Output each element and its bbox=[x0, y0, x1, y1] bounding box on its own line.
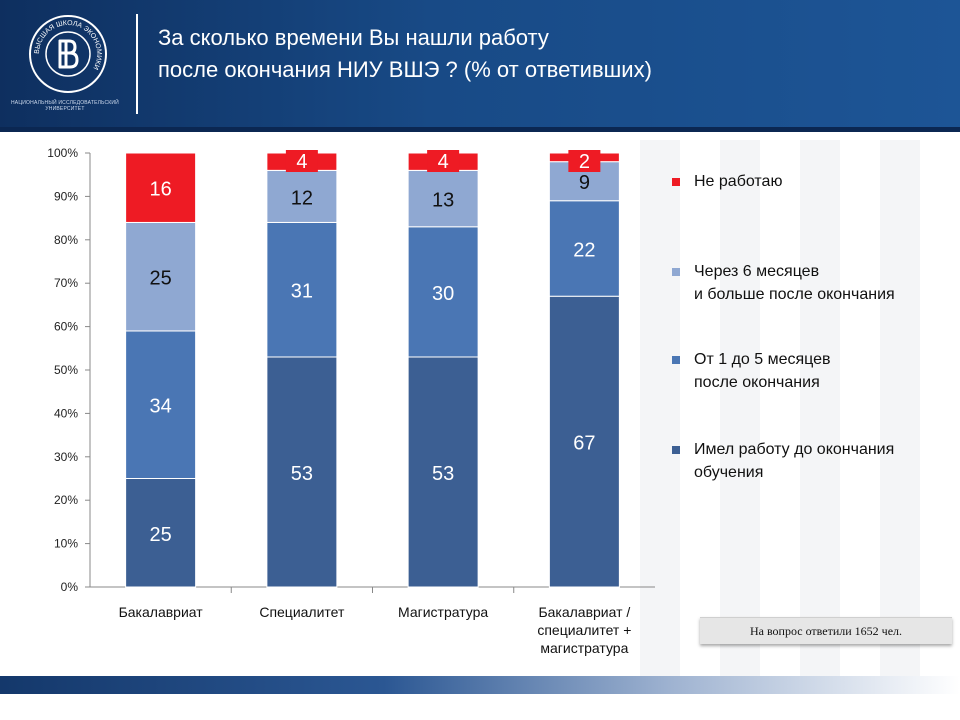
footer-bar bbox=[0, 676, 960, 694]
data-label: 67 bbox=[573, 433, 595, 455]
respondents-note: На вопрос ответили 1652 чел. bbox=[700, 617, 952, 644]
legend-label-line: обучения bbox=[694, 464, 764, 481]
header-bar bbox=[0, 0, 960, 127]
callout-box bbox=[285, 150, 318, 172]
callout-label: 2 bbox=[579, 151, 590, 173]
category-label: магистратура bbox=[540, 640, 628, 656]
bar-segment bbox=[125, 478, 197, 588]
data-label: 12 bbox=[291, 187, 313, 209]
category-label: Специалитет bbox=[259, 604, 345, 620]
background-watermark bbox=[640, 140, 960, 680]
title-line2: после окончания НИУ ВШЭ ? (% от ответивш… bbox=[158, 57, 652, 82]
data-label: 16 bbox=[150, 179, 172, 201]
title-line1: За сколько времени Вы нашли работу bbox=[158, 25, 549, 50]
bar-segment bbox=[125, 221, 197, 332]
category-label: Бакалавриат / bbox=[538, 604, 630, 620]
bar-segment bbox=[266, 169, 338, 223]
legend-swatch bbox=[672, 178, 680, 186]
bar-segment bbox=[125, 330, 197, 479]
data-label: 13 bbox=[432, 190, 454, 212]
category-label: Бакалавриат bbox=[119, 604, 204, 620]
bar-segment bbox=[407, 226, 479, 358]
data-label: 53 bbox=[291, 463, 313, 485]
y-tick-label: 30% bbox=[54, 450, 78, 464]
data-label: 9 bbox=[579, 172, 590, 194]
legend-label-line: после окончания bbox=[694, 374, 820, 391]
legend-swatch bbox=[672, 268, 680, 276]
legend-label-line: От 1 до 5 месяцев bbox=[694, 351, 831, 368]
data-label: 25 bbox=[150, 524, 172, 546]
stacked-bar-chart: 0%10%20%30%40%50%60%70%80%90%100%2534251… bbox=[47, 146, 655, 656]
logo-caption: НАЦИОНАЛЬНЫЙ ИССЛЕДОВАТЕЛЬСКИЙ УНИВЕРСИТ… bbox=[10, 100, 120, 112]
hse-logo: ВЫСШАЯ ШКОЛА ЭКОНОМИКИ bbox=[29, 15, 107, 93]
y-tick-label: 10% bbox=[54, 537, 78, 551]
bar-segment bbox=[266, 221, 338, 358]
header-rule bbox=[0, 127, 960, 132]
y-tick-label: 70% bbox=[54, 276, 78, 290]
legend-label-line: и больше после окончания bbox=[694, 286, 895, 303]
legend-label-line: Не работаю bbox=[694, 173, 783, 190]
y-tick-label: 100% bbox=[47, 146, 78, 160]
category-label: Магистратура bbox=[398, 604, 488, 620]
bar-segment bbox=[407, 169, 479, 228]
data-label: 25 bbox=[150, 268, 172, 290]
bar-segment bbox=[548, 200, 620, 297]
callout-label: 4 bbox=[438, 151, 449, 173]
bar-segment bbox=[407, 356, 479, 588]
legend-label: От 1 до 5 месяцев после окончания bbox=[694, 348, 954, 394]
logo-caption-line2: УНИВЕРСИТЕТ bbox=[45, 106, 85, 112]
legend-label-line: Имел работу до окончания bbox=[694, 441, 895, 458]
data-label: 22 bbox=[573, 239, 595, 261]
legend-label: Имел работу до окончания обучения bbox=[694, 438, 954, 484]
page-title: За сколько времени Вы нашли работу после… bbox=[158, 22, 778, 86]
data-label: 34 bbox=[150, 396, 172, 418]
callout-box bbox=[427, 150, 460, 172]
y-tick-label: 80% bbox=[54, 233, 78, 247]
y-tick-label: 50% bbox=[54, 363, 78, 377]
legend-label-line: Через 6 месяцев bbox=[694, 263, 820, 280]
y-tick-label: 40% bbox=[54, 406, 78, 420]
callout-label: 4 bbox=[296, 151, 307, 173]
bar-segment bbox=[266, 356, 338, 588]
bar-segment bbox=[125, 152, 197, 223]
y-tick-label: 0% bbox=[61, 580, 79, 594]
y-tick-label: 20% bbox=[54, 493, 78, 507]
y-tick-label: 60% bbox=[54, 320, 78, 334]
data-label: 30 bbox=[432, 283, 454, 305]
legend-swatch bbox=[672, 356, 680, 364]
bar-segment bbox=[548, 295, 620, 588]
data-label: 31 bbox=[291, 281, 313, 303]
callout-box bbox=[568, 150, 601, 172]
logo-caption-line1: НАЦИОНАЛЬНЫЙ ИССЛЕДОВАТЕЛЬСКИЙ bbox=[11, 100, 119, 106]
header-separator bbox=[136, 14, 138, 114]
svg-text:ВЫСШАЯ ШКОЛА ЭКОНОМИКИ: ВЫСШАЯ ШКОЛА ЭКОНОМИКИ bbox=[34, 20, 102, 71]
data-label: 53 bbox=[432, 463, 454, 485]
legend-label: Через 6 месяцев и больше после окончания bbox=[694, 260, 954, 306]
y-tick-label: 90% bbox=[54, 189, 78, 203]
legend-label: Не работаю bbox=[694, 170, 954, 193]
logo-ring-text: ВЫСШАЯ ШКОЛА ЭКОНОМИКИ bbox=[34, 20, 102, 71]
legend-swatch bbox=[672, 446, 680, 454]
category-label: специалитет + bbox=[537, 622, 631, 638]
